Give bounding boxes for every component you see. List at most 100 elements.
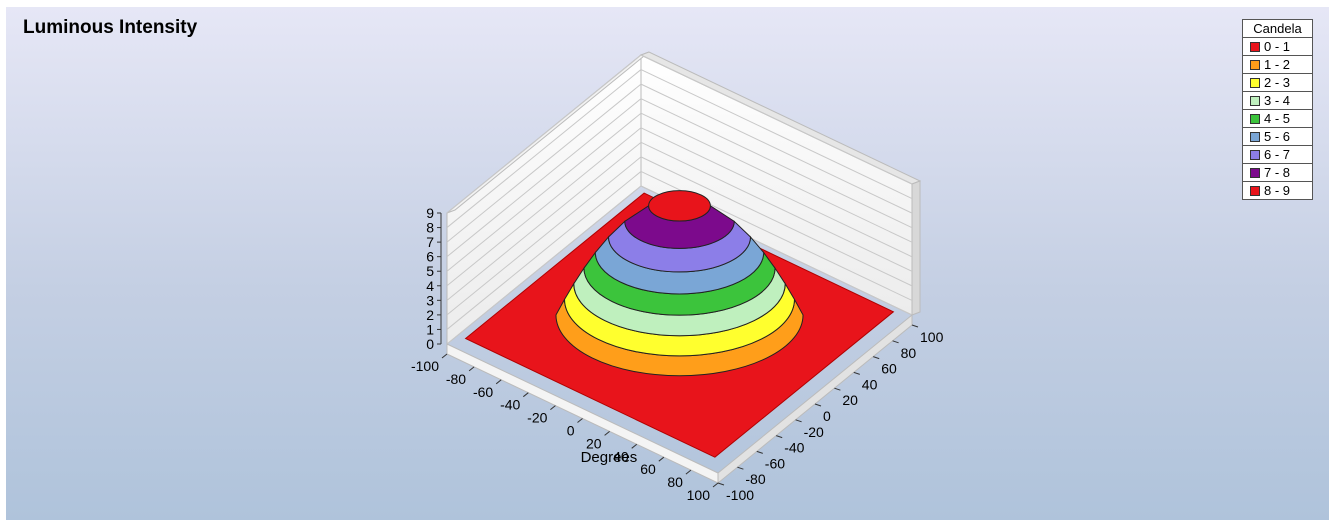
dome-cap xyxy=(648,190,711,222)
x-tick-label: 0 xyxy=(567,423,575,439)
y-tick-label: 0 xyxy=(823,408,831,424)
y-tick-label: -20 xyxy=(804,424,824,440)
z-tick-label: 5 xyxy=(426,263,434,279)
chart-title: Luminous Intensity xyxy=(23,17,198,38)
x-tick-label: -40 xyxy=(500,397,520,413)
z-tick-label: 3 xyxy=(426,292,434,308)
x-tick-label: -60 xyxy=(473,384,493,400)
legend-swatch xyxy=(1250,41,1260,52)
legend-item: 6 - 7 xyxy=(1243,146,1312,164)
y-tick-label: -40 xyxy=(784,440,804,456)
legend-item: 7 - 8 xyxy=(1243,164,1312,182)
x-tick-mark xyxy=(468,366,475,372)
y-tick-mark xyxy=(795,419,802,423)
z-tick-label: 1 xyxy=(426,321,434,337)
z-tick-label: 7 xyxy=(426,234,434,250)
y-tick-label: 60 xyxy=(881,361,897,377)
legend-swatch xyxy=(1250,131,1260,142)
legend-swatch xyxy=(1250,95,1260,106)
legend-label: 5 - 6 xyxy=(1264,129,1291,144)
y-tick-mark xyxy=(776,435,783,439)
x-tick-label: -80 xyxy=(446,371,466,387)
x-tick-mark xyxy=(604,431,610,436)
legend-swatch xyxy=(1250,185,1260,196)
left-wall-gridline xyxy=(446,83,642,243)
x-tick-mark xyxy=(658,456,665,462)
y-tick-label: -80 xyxy=(745,471,765,487)
chart-area: Luminous Intensity 0 1 2 3 4 5 6 7 8 9 -100 -80 -60-… xyxy=(6,7,1329,520)
y-tick-label: 40 xyxy=(862,376,878,392)
y-tick-mark xyxy=(873,356,880,360)
y-tick-label: -100 xyxy=(726,487,754,503)
y-tick-label: -60 xyxy=(765,455,785,471)
x-tick-label: 80 xyxy=(667,474,683,490)
left-wall-gridline xyxy=(446,156,642,316)
legend-label: 1 - 2 xyxy=(1264,57,1291,72)
right-wall-gridline xyxy=(640,69,913,200)
legend-item: 0 - 1 xyxy=(1243,38,1312,56)
back-walls xyxy=(446,51,922,485)
x-tick-mark xyxy=(712,482,719,488)
y-tick-mark xyxy=(717,482,725,486)
legend-swatch xyxy=(1250,77,1260,88)
left-wall-gridline xyxy=(446,54,642,214)
legend-label: 8 - 9 xyxy=(1264,183,1291,198)
right-wall-gridline xyxy=(640,156,913,287)
y-tick-label: 100 xyxy=(920,329,944,345)
x-axis-title: Degrees xyxy=(581,449,638,466)
legend-swatch xyxy=(1250,113,1260,124)
x-tick-label: 100 xyxy=(687,487,711,503)
legend-label: 6 - 7 xyxy=(1264,147,1291,162)
wall-side xyxy=(911,180,921,316)
left-wall-gridline xyxy=(446,171,642,330)
z-tick-label: 4 xyxy=(426,278,434,294)
right-wall-gridline xyxy=(640,98,913,229)
legend-label: 7 - 8 xyxy=(1264,165,1291,180)
z-tick-label: 0 xyxy=(426,336,434,352)
legend-item: 1 - 2 xyxy=(1243,56,1312,74)
z-tick-label: 6 xyxy=(426,249,434,265)
intensity-dome xyxy=(555,190,804,377)
legend-item: 5 - 6 xyxy=(1243,128,1312,146)
y-tick-mark xyxy=(892,340,899,344)
left-wall-gridline xyxy=(446,112,642,272)
y-tick-mark xyxy=(911,324,919,328)
legend-label: 4 - 5 xyxy=(1264,111,1291,126)
x-tick-label: -100 xyxy=(411,358,439,374)
left-wall-gridline xyxy=(446,127,642,287)
right-wall-gridline xyxy=(640,127,913,258)
x-tick-label: 20 xyxy=(586,435,602,451)
legend-title: Candela xyxy=(1243,20,1312,38)
legend-label: 0 - 1 xyxy=(1264,39,1291,54)
left-wall-gridline xyxy=(446,141,642,301)
right-wall-gridline xyxy=(640,141,913,272)
y-tick-label: 80 xyxy=(901,345,917,361)
z-tick-label: 2 xyxy=(426,307,434,323)
x-tick-label: -20 xyxy=(527,410,547,426)
legend-item: 2 - 3 xyxy=(1243,74,1312,92)
y-tick-mark xyxy=(834,387,841,391)
legend-swatch xyxy=(1250,149,1260,160)
z-tick-label: 9 xyxy=(426,205,434,221)
legend-swatch xyxy=(1250,167,1260,178)
legend-item: 8 - 9 xyxy=(1243,182,1312,199)
y-tick-mark xyxy=(756,450,763,454)
y-tick-mark xyxy=(814,403,822,407)
legend-swatch xyxy=(1250,59,1260,70)
legend-item: 4 - 5 xyxy=(1243,110,1312,128)
left-wall-gridline xyxy=(446,185,642,345)
legend-label: 2 - 3 xyxy=(1264,75,1291,90)
x-tick-mark xyxy=(631,443,638,449)
y-tick-mark xyxy=(853,371,860,375)
x-tick-label: 40 xyxy=(613,448,629,464)
y-tick-label: 20 xyxy=(842,392,858,408)
x-tick-mark xyxy=(685,469,692,475)
x-tick-mark xyxy=(550,405,556,410)
z-tick-label: 8 xyxy=(426,220,434,236)
y-tick-mark xyxy=(737,466,744,470)
left-wall-gridline xyxy=(446,98,642,258)
x-tick-mark xyxy=(577,418,583,423)
legend: Candela 0 - 1 1 - 2 2 - 3 3 - 4 4 - 5 5 - 6 6 … xyxy=(1242,19,1313,200)
